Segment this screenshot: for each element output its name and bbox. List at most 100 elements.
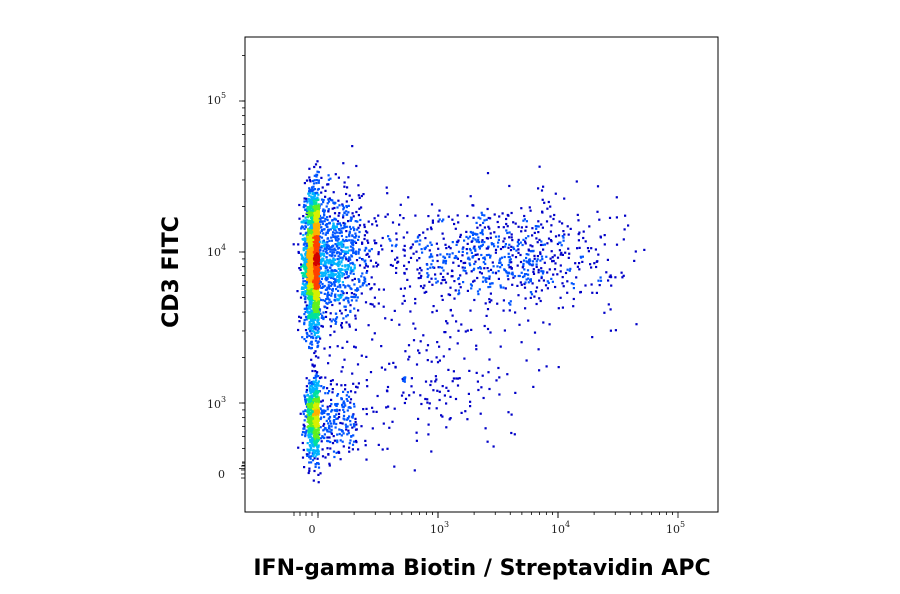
event-dot <box>309 198 312 201</box>
event-dot <box>309 298 312 302</box>
event-dot <box>335 239 338 242</box>
event-dot <box>429 226 433 229</box>
event-dot <box>312 271 315 274</box>
event-dot <box>377 263 380 266</box>
event-dot <box>314 413 317 416</box>
event-dot <box>369 302 372 306</box>
event-dot <box>317 211 320 215</box>
event-dot <box>355 259 359 262</box>
event-dot <box>528 206 531 209</box>
event-dot <box>297 446 300 449</box>
event-dot <box>314 287 317 290</box>
event-dot <box>315 314 318 317</box>
event-dot <box>480 244 483 247</box>
event-dot <box>326 286 329 289</box>
event-dot <box>315 241 318 244</box>
event-dot <box>314 262 317 265</box>
event-dot <box>311 267 315 270</box>
event-dot <box>310 296 313 299</box>
event-dot <box>615 196 618 199</box>
event-dot <box>457 289 460 292</box>
event-dot <box>371 406 374 409</box>
event-dot <box>337 199 340 202</box>
event-dot <box>317 281 320 284</box>
event-dot <box>487 225 490 228</box>
event-dot <box>324 250 327 253</box>
event-dot <box>308 404 311 407</box>
event-dot <box>348 285 351 288</box>
event-dot <box>312 321 315 324</box>
event-dot <box>307 409 310 412</box>
event-dot <box>351 426 354 429</box>
event-dot <box>309 302 313 305</box>
event-dot <box>446 272 449 275</box>
event-dot <box>340 231 343 234</box>
event-dot <box>305 318 308 321</box>
event-dot <box>476 253 479 256</box>
event-dot <box>317 275 320 278</box>
event-dot <box>362 408 365 411</box>
event-dot <box>349 216 353 219</box>
event-dot <box>324 409 327 412</box>
event-dot <box>351 448 354 451</box>
event-dot <box>461 254 464 257</box>
event-dot <box>360 292 363 295</box>
event-dot <box>589 263 592 266</box>
event-dot <box>313 432 316 436</box>
event-dot <box>314 300 317 303</box>
event-dot <box>314 405 318 408</box>
event-dot <box>309 285 312 288</box>
event-dot <box>465 272 468 275</box>
event-dot <box>315 383 319 386</box>
event-dot <box>354 317 357 320</box>
event-dot <box>305 453 308 456</box>
event-dot <box>320 291 323 294</box>
event-dot <box>302 410 305 413</box>
event-dot <box>305 388 308 392</box>
event-dot <box>343 185 346 188</box>
event-dot <box>340 261 343 264</box>
event-dot <box>435 242 438 245</box>
event-dot <box>305 199 308 203</box>
event-dot <box>326 241 329 244</box>
event-dot <box>535 302 538 306</box>
event-dot <box>373 239 376 242</box>
event-dot <box>433 266 436 269</box>
event-dot <box>468 258 471 261</box>
event-dot <box>385 186 388 189</box>
event-dot <box>355 210 358 214</box>
event-dot <box>570 282 573 285</box>
event-dot <box>315 281 318 284</box>
event-dot <box>468 247 471 251</box>
event-dot <box>330 281 333 284</box>
event-dot <box>359 285 362 288</box>
event-dot <box>309 438 312 442</box>
event-dot <box>481 228 484 232</box>
event-dot <box>374 220 378 223</box>
event-dot <box>322 316 325 319</box>
event-dot <box>579 291 582 294</box>
event-dot <box>481 239 484 242</box>
event-dot <box>527 253 530 256</box>
event-dot <box>365 413 368 416</box>
event-dot <box>306 233 309 236</box>
event-dot <box>354 314 357 317</box>
event-dot <box>315 286 318 289</box>
event-dot <box>517 238 520 241</box>
event-dot <box>307 315 310 318</box>
event-dot <box>402 217 405 220</box>
event-dot <box>304 301 307 304</box>
event-dot <box>321 325 324 328</box>
event-dot <box>321 435 324 438</box>
event-dot <box>315 179 318 182</box>
event-dot <box>324 223 327 227</box>
event-dot <box>620 271 623 274</box>
event-dot <box>315 297 318 300</box>
event-dot <box>310 202 314 205</box>
event-dot <box>577 219 580 222</box>
event-dot <box>373 296 376 299</box>
event-dot <box>537 231 540 234</box>
event-dot <box>572 297 575 301</box>
event-dot <box>345 425 348 428</box>
event-dot <box>431 255 434 258</box>
